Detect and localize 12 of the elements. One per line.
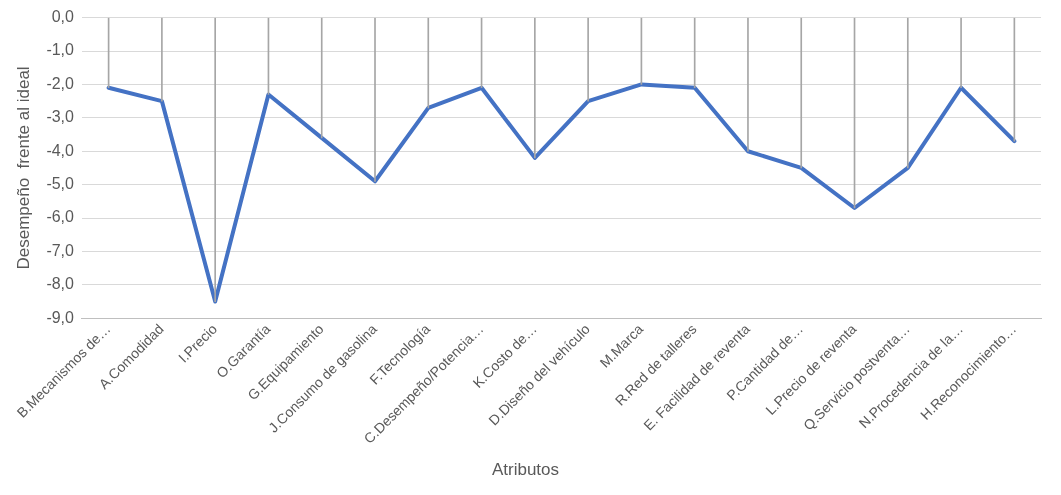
y-tick-label: -3,0 (46, 108, 75, 126)
y-tick-label: -1,0 (46, 41, 75, 59)
y-tick-label: -8,0 (46, 275, 75, 293)
x-axis-title: Atributos (491, 460, 560, 480)
y-tick-label: -5,0 (46, 175, 75, 193)
y-tick-label: -9,0 (46, 308, 75, 326)
y-tick-label: -7,0 (46, 241, 75, 259)
y-tick-label: -2,0 (46, 74, 75, 92)
y-tick-label: -6,0 (46, 208, 75, 226)
y-tick-label: -4,0 (46, 141, 75, 159)
y-axis-title: Desempeño frente al ideal (13, 66, 33, 270)
y-tick-label: 0,0 (51, 8, 75, 26)
